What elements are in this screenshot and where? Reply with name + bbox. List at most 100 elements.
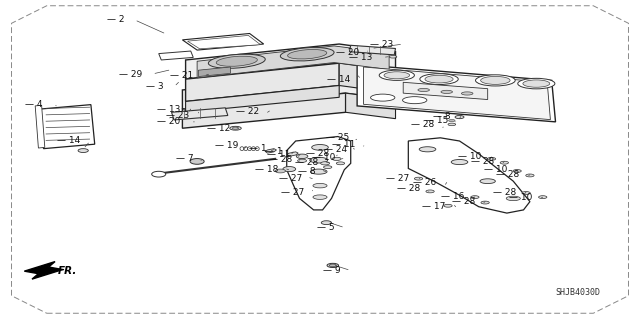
- Ellipse shape: [321, 221, 332, 225]
- Ellipse shape: [321, 162, 330, 165]
- Ellipse shape: [420, 74, 458, 85]
- Ellipse shape: [506, 196, 520, 201]
- Text: — 15: — 15: [424, 116, 448, 125]
- Ellipse shape: [403, 97, 427, 104]
- Text: — 28: — 28: [471, 157, 494, 166]
- Text: — 13: — 13: [349, 53, 372, 62]
- Text: — 10: — 10: [483, 165, 507, 174]
- Text: SHJB4030D: SHJB4030D: [556, 288, 600, 297]
- Ellipse shape: [476, 75, 515, 86]
- Ellipse shape: [444, 204, 452, 207]
- Ellipse shape: [327, 263, 339, 267]
- Polygon shape: [186, 44, 396, 79]
- Text: — 23: — 23: [166, 111, 189, 120]
- Ellipse shape: [232, 127, 239, 130]
- Text: — 24: — 24: [324, 145, 347, 154]
- Polygon shape: [40, 105, 95, 149]
- Text: — 8: — 8: [433, 112, 451, 121]
- Ellipse shape: [539, 196, 547, 198]
- Text: — 4: — 4: [26, 100, 43, 109]
- Text: — 27: — 27: [281, 189, 304, 197]
- Text: — 25: — 25: [326, 133, 349, 142]
- Polygon shape: [24, 262, 63, 279]
- Text: — 28: — 28: [493, 188, 516, 197]
- Polygon shape: [349, 45, 396, 55]
- Text: — 13: — 13: [157, 105, 180, 114]
- Ellipse shape: [337, 162, 345, 165]
- Ellipse shape: [190, 159, 204, 164]
- Ellipse shape: [522, 191, 530, 194]
- Text: — 17: — 17: [422, 202, 445, 211]
- Polygon shape: [198, 67, 230, 77]
- Polygon shape: [265, 149, 276, 153]
- Ellipse shape: [523, 80, 550, 87]
- Text: — 11: — 11: [266, 150, 290, 159]
- Ellipse shape: [461, 92, 473, 95]
- Text: — 14: — 14: [328, 75, 351, 84]
- Ellipse shape: [487, 158, 496, 160]
- Text: — 14: — 14: [57, 137, 80, 145]
- Ellipse shape: [481, 201, 490, 204]
- Ellipse shape: [283, 167, 296, 172]
- Ellipse shape: [312, 145, 328, 150]
- Polygon shape: [408, 138, 530, 213]
- Text: — 5: — 5: [317, 223, 335, 232]
- Text: — 12: — 12: [207, 124, 230, 133]
- Ellipse shape: [332, 157, 341, 160]
- Ellipse shape: [526, 174, 534, 177]
- Text: — 26: — 26: [413, 178, 436, 187]
- Polygon shape: [35, 105, 45, 148]
- Ellipse shape: [448, 123, 456, 126]
- Text: — 2: — 2: [107, 15, 124, 24]
- Ellipse shape: [310, 157, 328, 163]
- Ellipse shape: [287, 49, 327, 59]
- Text: — 27: — 27: [279, 174, 302, 183]
- Text: — 16: — 16: [441, 192, 465, 201]
- Text: — 22: — 22: [236, 107, 259, 115]
- Text: — 27: — 27: [387, 174, 410, 183]
- Ellipse shape: [371, 94, 395, 101]
- Text: — 1: — 1: [248, 144, 266, 153]
- Text: — 20: — 20: [337, 48, 360, 57]
- Polygon shape: [357, 64, 556, 122]
- Polygon shape: [182, 33, 264, 50]
- Text: — 28: — 28: [306, 149, 329, 158]
- Text: — 21: — 21: [170, 71, 193, 80]
- Polygon shape: [403, 82, 488, 100]
- Text: — 1: — 1: [265, 147, 283, 156]
- Ellipse shape: [471, 196, 479, 198]
- Ellipse shape: [480, 179, 495, 184]
- Polygon shape: [186, 63, 339, 101]
- Ellipse shape: [313, 183, 327, 188]
- Ellipse shape: [330, 264, 337, 267]
- Text: — 9: — 9: [323, 266, 340, 275]
- Text: — 10: — 10: [509, 193, 532, 202]
- Ellipse shape: [449, 119, 455, 122]
- Polygon shape: [172, 108, 228, 120]
- Text: — 28: — 28: [397, 184, 420, 193]
- Text: FR.: FR.: [58, 266, 77, 276]
- Ellipse shape: [513, 170, 521, 172]
- Ellipse shape: [455, 115, 464, 119]
- Ellipse shape: [518, 78, 555, 89]
- Ellipse shape: [419, 147, 436, 152]
- Text: — 23: — 23: [370, 40, 393, 48]
- Ellipse shape: [275, 169, 285, 173]
- Ellipse shape: [379, 70, 415, 80]
- Text: — 3: — 3: [146, 82, 164, 91]
- Text: — 18: — 18: [255, 165, 278, 174]
- Polygon shape: [346, 93, 396, 119]
- Ellipse shape: [441, 90, 452, 93]
- Text: — 11: — 11: [332, 140, 356, 149]
- Ellipse shape: [426, 190, 435, 193]
- Ellipse shape: [418, 88, 429, 92]
- Text: — 10: — 10: [458, 152, 481, 161]
- Text: — 28: — 28: [296, 158, 319, 167]
- Text: — 28: — 28: [452, 197, 475, 206]
- Ellipse shape: [209, 54, 265, 68]
- Text: — 28: — 28: [497, 170, 520, 179]
- Ellipse shape: [500, 161, 509, 164]
- Ellipse shape: [313, 195, 327, 199]
- Text: — 19: — 19: [214, 141, 238, 150]
- Text: — 28: — 28: [269, 155, 292, 164]
